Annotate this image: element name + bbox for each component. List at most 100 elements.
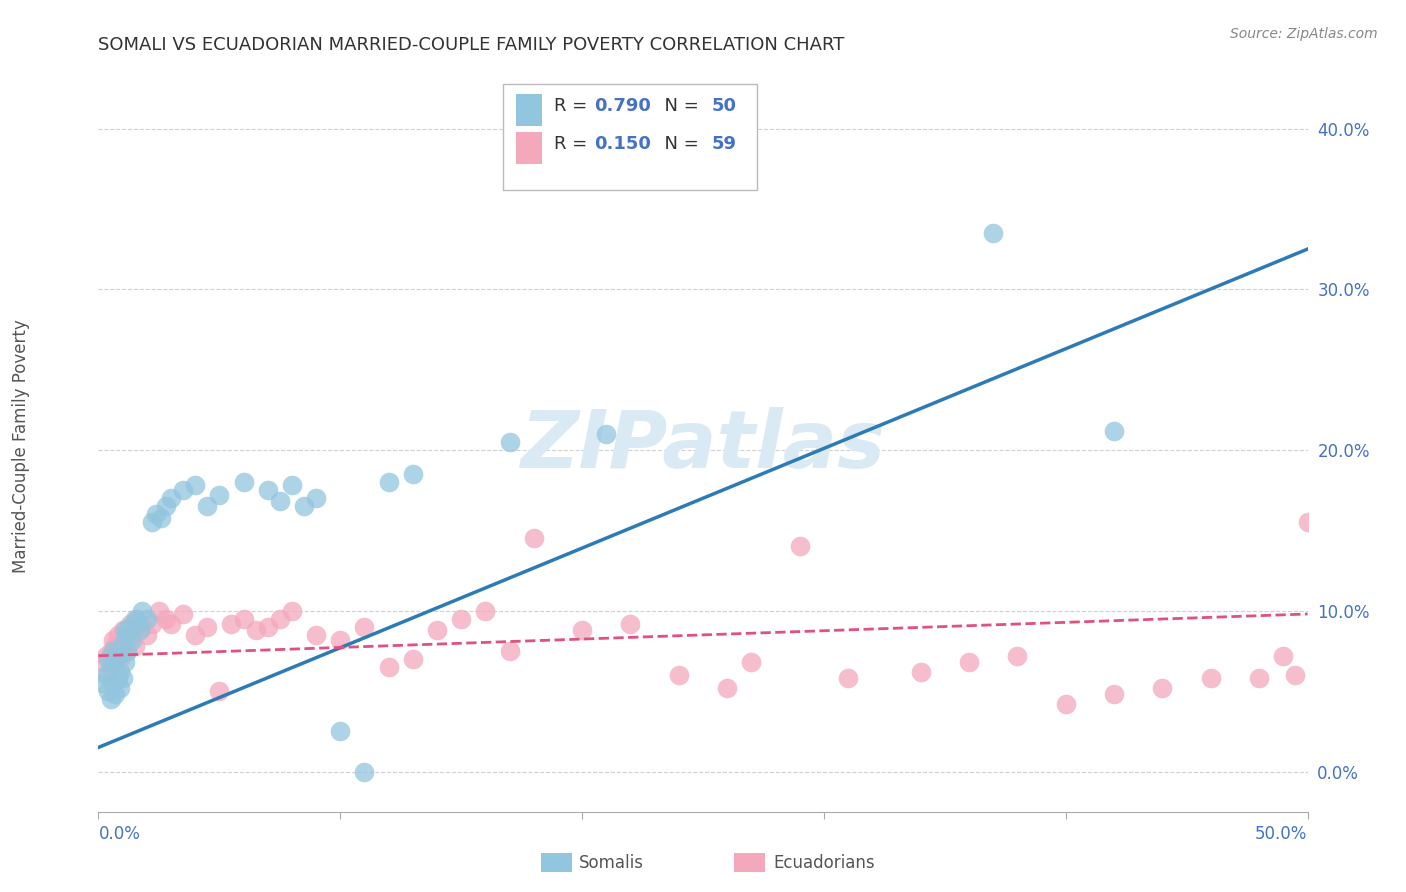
- Point: [101, 632, 124, 647]
- Point: [111, 623, 134, 637]
- Text: 0.790: 0.790: [595, 97, 651, 115]
- Point: [107, 628, 129, 642]
- Point: [150, 510, 173, 524]
- Point: [571, 623, 593, 637]
- Point: [1102, 424, 1125, 438]
- Point: [402, 467, 425, 482]
- Point: [111, 636, 134, 650]
- Text: Married-Couple Family Poverty: Married-Couple Family Poverty: [13, 319, 30, 573]
- Point: [97, 684, 120, 698]
- Point: [1102, 687, 1125, 701]
- Point: [619, 616, 641, 631]
- Point: [208, 488, 231, 502]
- Point: [195, 620, 218, 634]
- Point: [1152, 681, 1174, 695]
- Point: [124, 612, 146, 626]
- Point: [114, 655, 136, 669]
- Point: [498, 644, 520, 658]
- Point: [269, 612, 291, 626]
- Point: [97, 668, 120, 682]
- Point: [97, 652, 120, 666]
- Point: [377, 660, 399, 674]
- Point: [1296, 516, 1319, 530]
- Text: N =: N =: [654, 135, 704, 153]
- Point: [160, 491, 183, 506]
- Point: [172, 607, 194, 621]
- Text: ZIPatlas: ZIPatlas: [520, 407, 886, 485]
- Point: [118, 616, 141, 631]
- Point: [135, 612, 157, 626]
- Point: [740, 655, 762, 669]
- Text: R =: R =: [554, 135, 593, 153]
- Point: [107, 671, 129, 685]
- Point: [595, 426, 617, 441]
- Point: [101, 644, 124, 658]
- Point: [121, 632, 143, 647]
- Point: [450, 612, 472, 626]
- Point: [910, 665, 932, 679]
- Point: [208, 684, 231, 698]
- Point: [127, 616, 149, 631]
- Point: [402, 652, 425, 666]
- Point: [107, 648, 129, 663]
- Text: 50.0%: 50.0%: [1256, 824, 1308, 843]
- Point: [377, 475, 399, 490]
- Point: [245, 623, 267, 637]
- Point: [1054, 697, 1077, 711]
- Point: [118, 620, 141, 634]
- FancyBboxPatch shape: [503, 84, 758, 190]
- Point: [353, 764, 375, 779]
- Point: [329, 724, 352, 739]
- Text: Ecuadorians: Ecuadorians: [773, 854, 875, 871]
- Point: [837, 671, 859, 685]
- Point: [100, 660, 122, 674]
- Point: [108, 665, 131, 679]
- Point: [124, 639, 146, 653]
- Point: [1284, 668, 1306, 682]
- Point: [155, 500, 177, 514]
- Point: [269, 494, 291, 508]
- Point: [127, 612, 149, 626]
- Point: [474, 604, 496, 618]
- Point: [131, 620, 153, 634]
- Text: Somalis: Somalis: [579, 854, 644, 871]
- Point: [1249, 671, 1271, 685]
- Point: [104, 687, 127, 701]
- Text: 50: 50: [711, 97, 737, 115]
- Point: [256, 483, 278, 498]
- Point: [100, 644, 122, 658]
- Point: [94, 668, 117, 682]
- Point: [957, 655, 980, 669]
- Point: [789, 540, 811, 554]
- Point: [114, 623, 136, 637]
- Point: [117, 644, 139, 658]
- Point: [716, 681, 738, 695]
- Text: R =: R =: [554, 97, 593, 115]
- Point: [305, 628, 328, 642]
- Text: 0.0%: 0.0%: [98, 824, 141, 843]
- Point: [981, 226, 1004, 240]
- Point: [281, 604, 304, 618]
- Point: [111, 671, 134, 685]
- Point: [135, 628, 157, 642]
- Point: [281, 478, 304, 492]
- Point: [91, 655, 114, 669]
- FancyBboxPatch shape: [516, 95, 543, 126]
- Point: [184, 628, 207, 642]
- Text: SOMALI VS ECUADORIAN MARRIED-COUPLE FAMILY POVERTY CORRELATION CHART: SOMALI VS ECUADORIAN MARRIED-COUPLE FAMI…: [98, 36, 845, 54]
- Point: [91, 676, 114, 690]
- Point: [498, 434, 520, 449]
- Point: [117, 628, 139, 642]
- Point: [292, 500, 315, 514]
- Point: [155, 612, 177, 626]
- Point: [108, 681, 131, 695]
- Point: [329, 632, 352, 647]
- Point: [305, 491, 328, 506]
- Point: [668, 668, 690, 682]
- Point: [108, 652, 131, 666]
- Point: [426, 623, 449, 637]
- Point: [104, 655, 127, 669]
- Point: [100, 692, 122, 706]
- Point: [172, 483, 194, 498]
- Point: [232, 475, 254, 490]
